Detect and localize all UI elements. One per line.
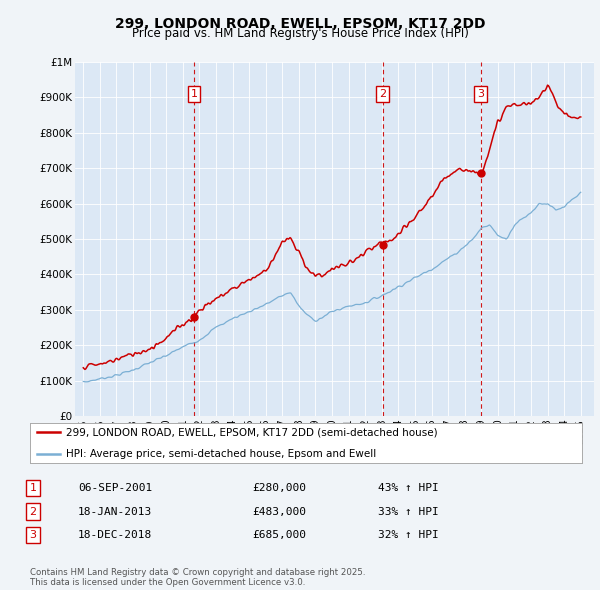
Text: 2: 2: [379, 89, 386, 99]
Text: Price paid vs. HM Land Registry's House Price Index (HPI): Price paid vs. HM Land Registry's House …: [131, 27, 469, 40]
Text: 3: 3: [477, 89, 484, 99]
Text: 18-DEC-2018: 18-DEC-2018: [78, 530, 152, 540]
Text: 43% ↑ HPI: 43% ↑ HPI: [378, 483, 439, 493]
Text: Contains HM Land Registry data © Crown copyright and database right 2025.
This d: Contains HM Land Registry data © Crown c…: [30, 568, 365, 587]
Text: 299, LONDON ROAD, EWELL, EPSOM, KT17 2DD (semi-detached house): 299, LONDON ROAD, EWELL, EPSOM, KT17 2DD…: [66, 427, 437, 437]
Text: £685,000: £685,000: [252, 530, 306, 540]
Text: £280,000: £280,000: [252, 483, 306, 493]
Text: £483,000: £483,000: [252, 507, 306, 516]
Text: 2: 2: [29, 507, 37, 516]
Text: 06-SEP-2001: 06-SEP-2001: [78, 483, 152, 493]
Text: 33% ↑ HPI: 33% ↑ HPI: [378, 507, 439, 516]
Text: 3: 3: [29, 530, 37, 540]
Text: 32% ↑ HPI: 32% ↑ HPI: [378, 530, 439, 540]
Text: 1: 1: [29, 483, 37, 493]
Text: HPI: Average price, semi-detached house, Epsom and Ewell: HPI: Average price, semi-detached house,…: [66, 449, 376, 459]
Text: 18-JAN-2013: 18-JAN-2013: [78, 507, 152, 516]
Text: 1: 1: [191, 89, 197, 99]
Text: 299, LONDON ROAD, EWELL, EPSOM, KT17 2DD: 299, LONDON ROAD, EWELL, EPSOM, KT17 2DD: [115, 17, 485, 31]
